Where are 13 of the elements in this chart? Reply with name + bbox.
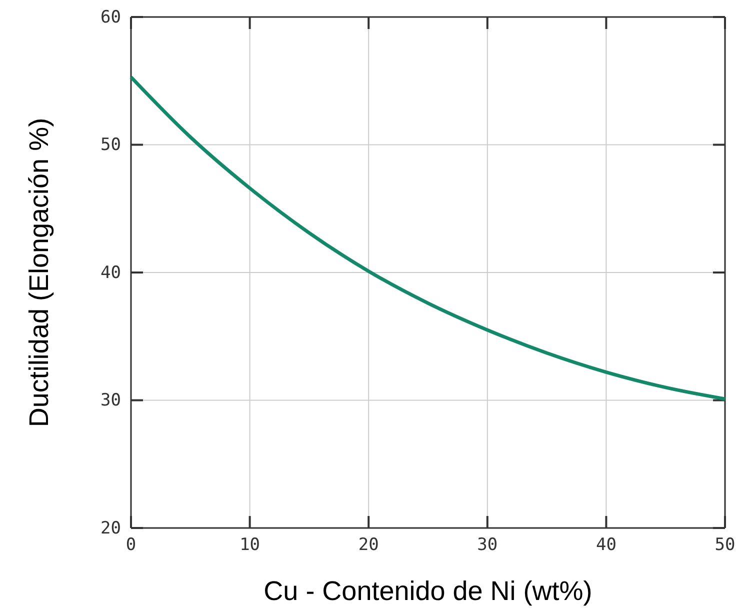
x-tick-label: 20 [358, 535, 379, 556]
x-tick-label: 50 [714, 535, 736, 556]
y-axis-title: Ductilidad (Elongación %) [24, 118, 54, 428]
y-tick-label: 30 [100, 390, 121, 411]
y-tick-label: 60 [100, 7, 121, 28]
x-tick-label: 30 [477, 535, 498, 556]
x-axis-title: Cu - Contenido de Ni (wt%) [264, 576, 592, 606]
x-tick-label: 10 [240, 535, 260, 556]
x-tick-label: 40 [596, 535, 616, 556]
y-tick-label: 20 [100, 518, 121, 538]
y-tick-label: 50 [100, 135, 121, 156]
y-tick-label: 40 [100, 262, 121, 283]
x-tick-label: 0 [126, 535, 136, 556]
